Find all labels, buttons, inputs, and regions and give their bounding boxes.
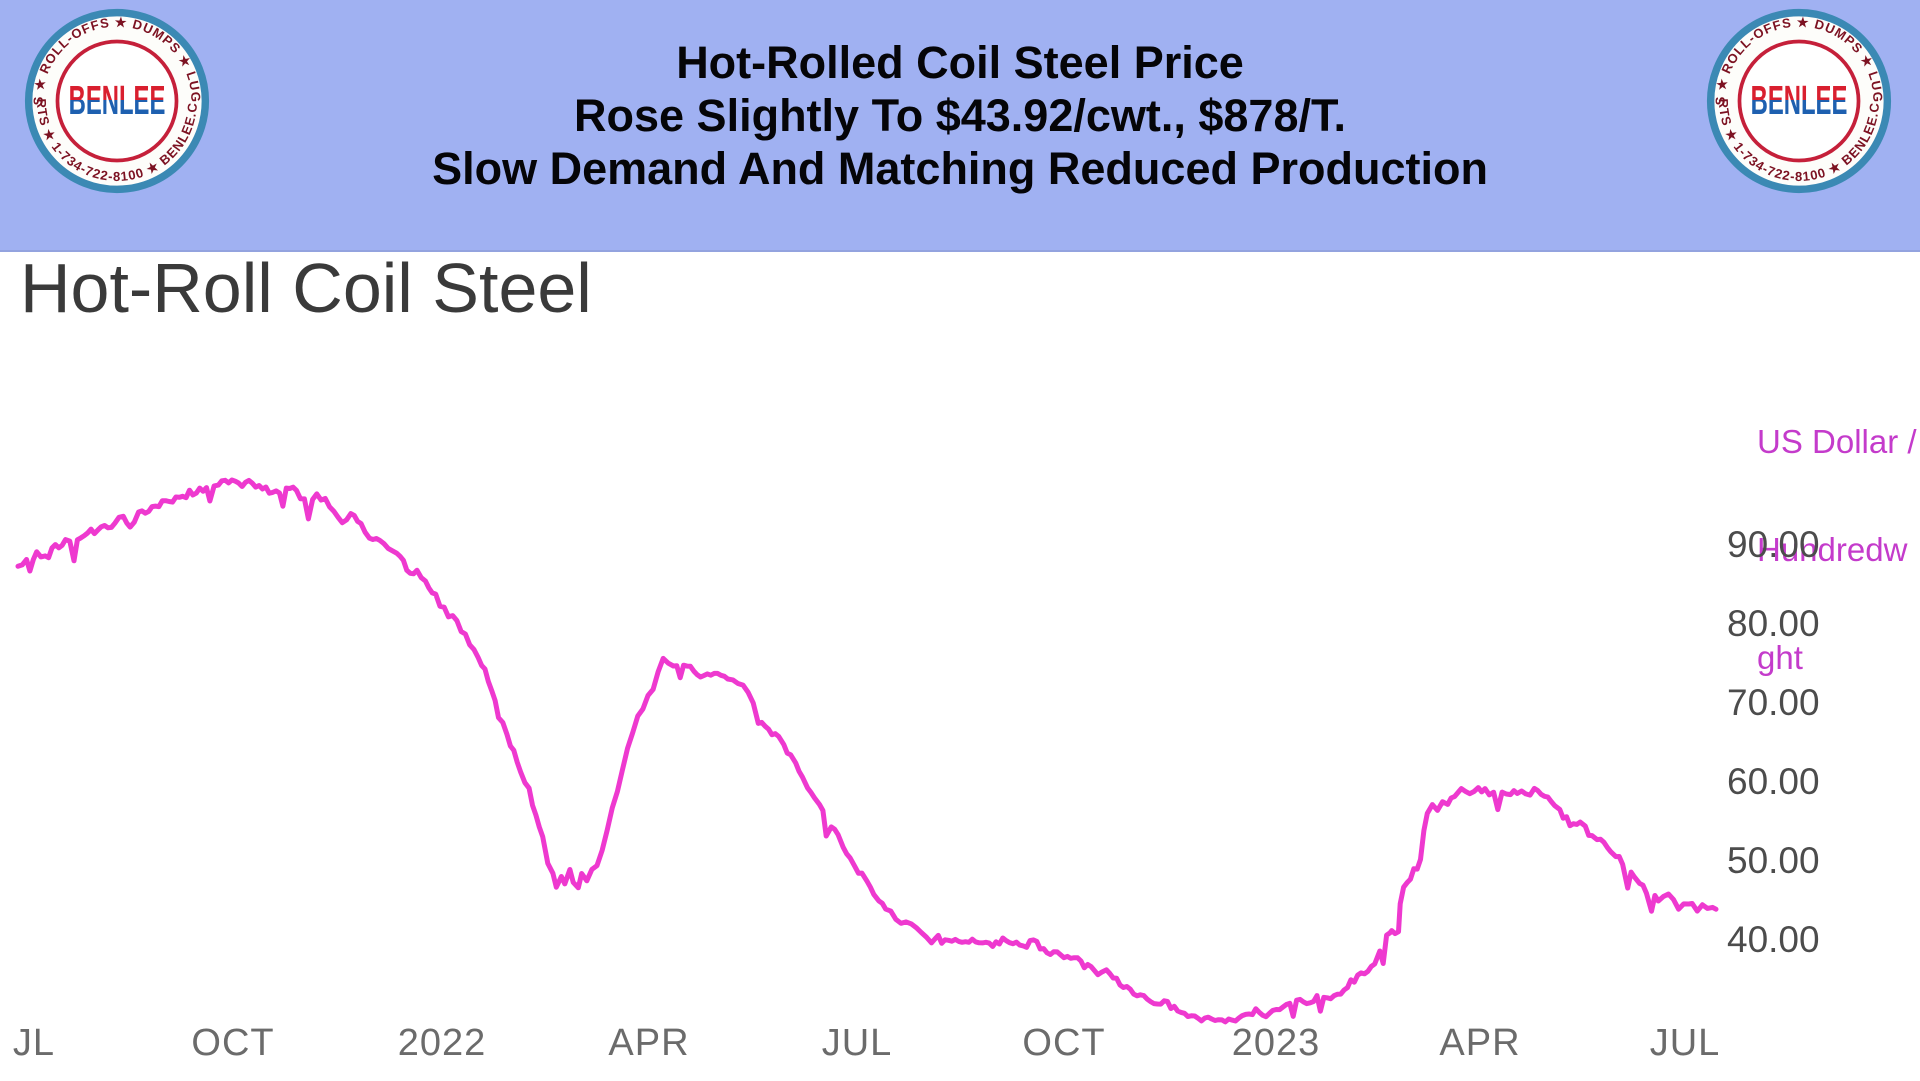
y-axis-unit-label: US Dollar / Hundredw ght xyxy=(1757,352,1920,748)
logo-wordmark: BENLEE xyxy=(1751,77,1848,123)
benlee-logo-left: TARPS ★ ROLL-OFFS ★ DUMPS ★ LUGGERS PART… xyxy=(24,8,210,194)
logo-inner-ring xyxy=(55,39,179,163)
logo-wordmark: BENLEE xyxy=(69,77,166,123)
y-tick-70: 70.00 xyxy=(1727,682,1820,723)
banner-headline-line-1: Hot-Rolled Coil Steel Price xyxy=(676,37,1244,88)
y-tick-80: 80.00 xyxy=(1727,603,1820,644)
x-tick-jul-2022: JUL xyxy=(821,1022,893,1064)
y-tick-50: 50.00 xyxy=(1727,840,1820,881)
x-tick-jul-2023: JUL xyxy=(1649,1022,1721,1064)
x-tick-oct-2021: OCT xyxy=(191,1022,275,1064)
y-tick-60: 60.00 xyxy=(1727,761,1820,802)
banner-headline-line-3: Slow Demand And Matching Reduced Product… xyxy=(432,143,1488,194)
y-axis-unit-line-3: ght xyxy=(1757,639,1803,676)
header-banner: TARPS ★ ROLL-OFFS ★ DUMPS ★ LUGGERS PART… xyxy=(0,0,1920,252)
y-axis-unit-line-1: US Dollar / xyxy=(1757,423,1917,460)
x-tick-2023: 2023 xyxy=(1231,1022,1321,1064)
banner-headline: Hot-Rolled Coil Steel Price Rose Slightl… xyxy=(0,36,1920,195)
y-axis-unit-line-2: Hundredw xyxy=(1757,531,1908,568)
y-tick-90: 90.00 xyxy=(1727,524,1820,565)
x-tick-apr-2022: APR xyxy=(608,1022,690,1064)
banner-headline-line-2: Rose Slightly To $43.92/cwt., $878/T. xyxy=(574,90,1346,141)
benlee-logo-right: TARPS ★ ROLL-OFFS ★ DUMPS ★ LUGGERS PART… xyxy=(1706,8,1892,194)
logo-inner-ring xyxy=(1737,39,1861,163)
x-tick-2022: 2022 xyxy=(397,1022,487,1064)
price-line-series xyxy=(15,477,1719,1025)
y-tick-40: 40.00 xyxy=(1727,919,1820,960)
x-tick-jul-2021: JL xyxy=(12,1022,56,1064)
chart-title: Hot-Roll Coil Steel xyxy=(20,249,592,327)
x-tick-apr-2023: APR xyxy=(1439,1022,1521,1064)
x-tick-oct-2022: OCT xyxy=(1022,1022,1106,1064)
